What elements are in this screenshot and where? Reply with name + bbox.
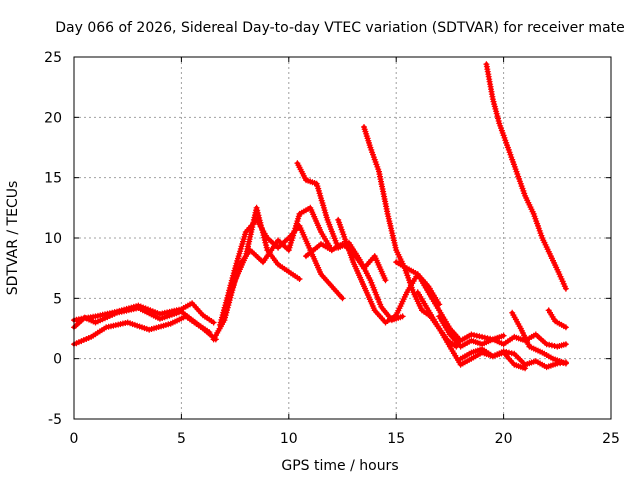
y-tick-label: -5 <box>48 412 62 428</box>
y-tick-label: 0 <box>53 352 62 368</box>
data-point-marker <box>479 333 486 340</box>
x-tick-label: 5 <box>177 431 186 447</box>
y-axis-label: SDTVAR / TECUs <box>5 181 21 296</box>
data-point-marker <box>399 313 406 320</box>
data-point-marker <box>562 341 569 348</box>
x-tick-label: 0 <box>70 431 79 447</box>
y-tick-label: 15 <box>44 171 62 187</box>
data-series <box>71 61 569 372</box>
x-tick-label: 15 <box>387 431 405 447</box>
x-tick-label: 10 <box>280 431 298 447</box>
y-tick-label: 10 <box>44 231 62 247</box>
y-tick-label: 25 <box>44 50 62 66</box>
data-point-marker <box>562 285 569 292</box>
tick-labels: 0 5 10 15 20 25 -5 0 5 10 15 20 25 <box>44 50 620 447</box>
y-tick-label: 20 <box>44 110 62 126</box>
data-point-marker <box>210 319 217 326</box>
data-point-marker <box>339 295 346 302</box>
data-point-marker <box>562 360 569 367</box>
data-point-marker <box>296 276 303 282</box>
x-tick-label: 25 <box>602 431 620 447</box>
y-tick-label: 5 <box>53 291 62 307</box>
data-point-marker <box>206 329 213 336</box>
ticks <box>73 56 612 420</box>
x-tick-label: 20 <box>495 431 513 447</box>
chart-title: Day 066 of 2026, Sidereal Day-to-day VTE… <box>55 20 625 36</box>
x-axis-label: GPS time / hours <box>281 458 398 474</box>
data-point-marker <box>500 332 507 339</box>
data-point-marker <box>562 324 569 331</box>
data-point-marker <box>382 277 389 284</box>
